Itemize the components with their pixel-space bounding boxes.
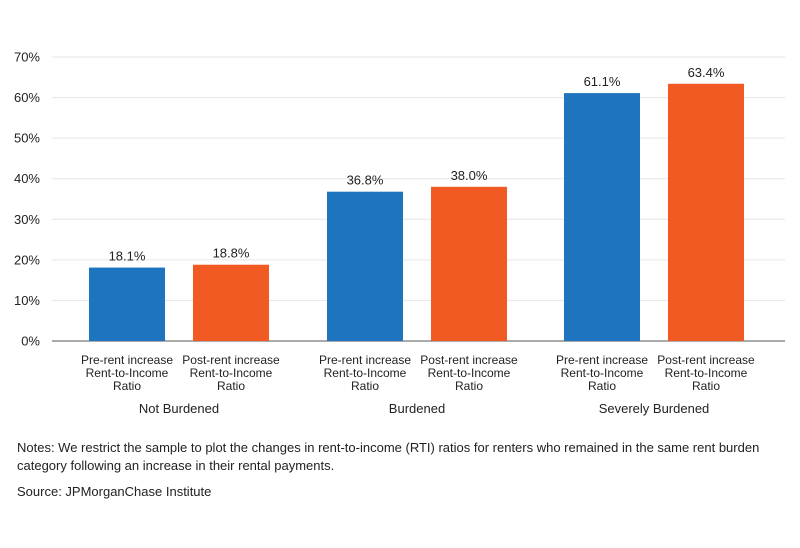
y-tick-label: 50%	[14, 131, 40, 146]
data-label: 38.0%	[451, 168, 488, 183]
x-category-label: Rent-to-Income	[561, 366, 644, 380]
y-tick-label: 0%	[21, 334, 40, 349]
x-category-label: Pre-rent increase	[556, 353, 648, 367]
bar	[327, 191, 403, 341]
x-category-label: Ratio	[455, 379, 483, 393]
data-label: 18.8%	[213, 246, 250, 261]
y-tick-label: 30%	[14, 212, 40, 227]
x-category-label: Post-rent increase	[182, 353, 280, 367]
y-tick-label: 20%	[14, 252, 40, 267]
x-category-label: Ratio	[692, 379, 720, 393]
y-tick-label: 60%	[14, 90, 40, 105]
x-category-label: Rent-to-Income	[324, 366, 407, 380]
bar	[668, 83, 744, 341]
x-group-label: Severely Burdened	[599, 401, 710, 416]
bar	[193, 264, 269, 341]
chart-notes: Notes: We restrict the sample to plot th…	[17, 440, 760, 473]
x-category-label: Pre-rent increase	[319, 353, 411, 367]
x-category-label: Ratio	[351, 379, 379, 393]
y-tick-label: 70%	[14, 50, 40, 65]
x-category-label: Pre-rent increase	[81, 353, 173, 367]
x-category-label: Ratio	[588, 379, 616, 393]
bar	[89, 267, 165, 341]
data-label: 63.4%	[688, 65, 725, 80]
x-category-label: Rent-to-Income	[86, 366, 169, 380]
data-label: 61.1%	[584, 74, 621, 89]
bar-chart: 0% 10% 20% 30% 40% 50% 60% 70% 18.1% Pre-rent inc…	[14, 50, 785, 416]
x-category-label: Rent-to-Income	[190, 366, 273, 380]
bar	[431, 186, 507, 341]
x-category-label: Ratio	[113, 379, 141, 393]
y-tick-label: 10%	[14, 293, 40, 308]
data-label: 18.1%	[109, 249, 146, 264]
data-label: 36.8%	[347, 173, 384, 188]
bar	[564, 93, 640, 341]
x-group-label: Burdened	[389, 401, 445, 416]
x-category-label: Post-rent increase	[420, 353, 518, 367]
x-group-label: Not Burdened	[139, 401, 219, 416]
chart-source: Source: JPMorganChase Institute	[17, 484, 212, 499]
y-tick-label: 40%	[14, 171, 40, 186]
x-category-label: Ratio	[217, 379, 245, 393]
x-category-label: Rent-to-Income	[665, 366, 748, 380]
x-category-label: Rent-to-Income	[428, 366, 511, 380]
x-category-label: Post-rent increase	[657, 353, 755, 367]
